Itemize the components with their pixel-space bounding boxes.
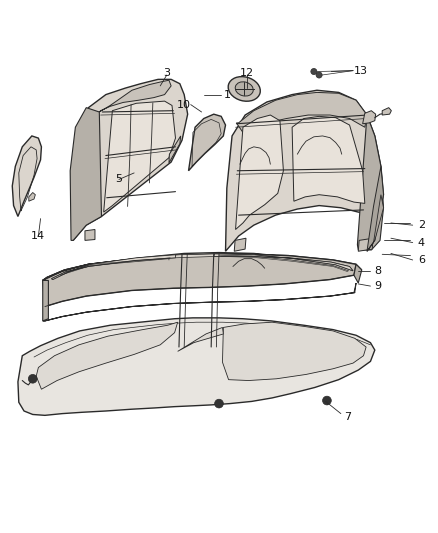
Circle shape	[322, 396, 331, 405]
Text: 6: 6	[418, 255, 425, 265]
Polygon shape	[71, 79, 187, 240]
Circle shape	[28, 375, 37, 383]
Polygon shape	[51, 254, 353, 279]
Polygon shape	[188, 114, 226, 171]
Polygon shape	[363, 111, 376, 124]
Polygon shape	[226, 90, 384, 251]
Text: 14: 14	[32, 231, 46, 241]
Polygon shape	[12, 136, 42, 216]
Text: 2: 2	[418, 220, 425, 230]
Polygon shape	[99, 80, 171, 112]
Polygon shape	[357, 115, 384, 250]
Polygon shape	[43, 280, 48, 321]
Polygon shape	[367, 195, 384, 251]
Polygon shape	[236, 115, 283, 230]
Polygon shape	[223, 322, 366, 381]
Polygon shape	[29, 192, 35, 201]
Polygon shape	[43, 253, 362, 280]
Circle shape	[311, 68, 317, 75]
Polygon shape	[178, 327, 223, 351]
Text: 1: 1	[224, 90, 231, 100]
Circle shape	[316, 72, 322, 78]
Polygon shape	[292, 116, 365, 204]
Polygon shape	[43, 254, 356, 306]
Text: 12: 12	[240, 68, 254, 78]
Text: 8: 8	[374, 266, 381, 276]
Polygon shape	[70, 108, 102, 240]
Polygon shape	[354, 264, 362, 283]
Polygon shape	[214, 254, 353, 271]
Polygon shape	[18, 318, 375, 415]
Polygon shape	[43, 264, 88, 280]
Circle shape	[215, 399, 223, 408]
Ellipse shape	[228, 77, 260, 101]
Polygon shape	[367, 166, 384, 251]
Polygon shape	[51, 255, 176, 279]
Polygon shape	[36, 322, 178, 389]
Text: 10: 10	[177, 100, 191, 110]
Text: 5: 5	[115, 174, 122, 184]
Polygon shape	[234, 238, 246, 251]
Text: 3: 3	[163, 68, 170, 78]
Text: 9: 9	[374, 281, 381, 291]
Polygon shape	[382, 108, 391, 115]
Polygon shape	[358, 238, 373, 251]
Text: 13: 13	[353, 66, 367, 76]
Ellipse shape	[235, 82, 253, 96]
Polygon shape	[85, 230, 95, 240]
Text: 7: 7	[344, 411, 351, 422]
Polygon shape	[169, 136, 181, 163]
Polygon shape	[43, 283, 356, 321]
Polygon shape	[237, 92, 367, 133]
Text: 4: 4	[418, 238, 425, 247]
Polygon shape	[104, 101, 176, 212]
